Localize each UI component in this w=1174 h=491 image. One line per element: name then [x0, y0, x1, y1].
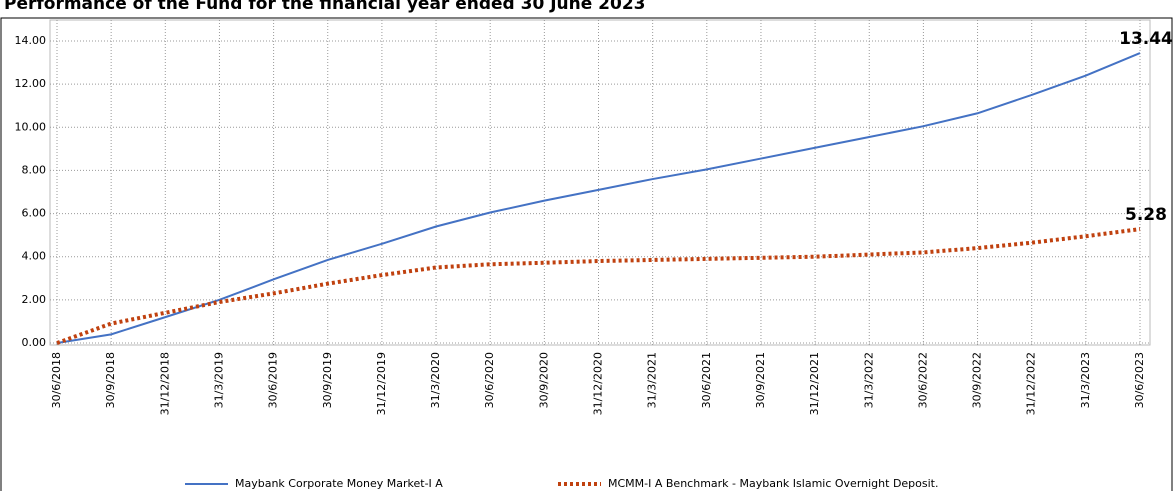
y-tick-label: 4.00: [22, 250, 47, 263]
y-tick-label: 2.00: [22, 293, 47, 306]
legend-label: MCMM-I A Benchmark - Maybank Islamic Ove…: [608, 477, 939, 490]
y-tick-label: 12.00: [15, 77, 47, 90]
x-tick-label: 31/12/2018: [158, 352, 171, 415]
x-tick-label: 30/6/2022: [916, 352, 929, 408]
data-label: 5.28: [1125, 205, 1167, 225]
x-tick-label: 31/12/2021: [808, 352, 821, 415]
legend-label: Maybank Corporate Money Market-I A: [235, 477, 443, 490]
y-tick-label: 10.00: [15, 120, 47, 133]
series-line: [56, 52, 1141, 344]
x-tick-label: 30/6/2023: [1133, 352, 1146, 408]
chart-title: Performance of the Fund for the financia…: [4, 0, 646, 14]
data-label: 13.44: [1119, 29, 1173, 49]
x-tick-label: 31/3/2019: [212, 352, 225, 408]
x-tick-label: 30/6/2019: [267, 352, 280, 408]
x-tick-label: 31/12/2020: [592, 352, 605, 415]
x-tick-label: 30/9/2018: [104, 352, 117, 408]
chart-border: [0, 17, 1173, 491]
x-tick-label: 30/9/2020: [537, 352, 550, 408]
x-tick-label: 31/3/2020: [429, 352, 442, 408]
x-tick-label: 30/6/2018: [50, 352, 63, 408]
y-tick-label: 6.00: [22, 207, 47, 220]
series-line: [56, 227, 1141, 345]
x-tick-label: 31/3/2022: [862, 352, 875, 408]
x-tick-label: 30/9/2019: [321, 352, 334, 408]
x-tick-label: 30/6/2020: [483, 352, 496, 408]
x-tick-label: 31/3/2023: [1079, 352, 1092, 408]
x-tick-label: 31/12/2019: [375, 352, 388, 415]
y-tick-label: 8.00: [22, 163, 47, 176]
x-tick-label: 30/6/2021: [700, 352, 713, 408]
x-tick-label: 30/9/2022: [971, 352, 984, 408]
x-tick-label: 31/3/2021: [646, 352, 659, 408]
plot-frame: [49, 19, 1151, 346]
x-tick-label: 31/12/2022: [1025, 352, 1038, 415]
x-tick-label: 30/9/2021: [754, 352, 767, 408]
y-tick-label: 0.00: [22, 336, 47, 349]
y-tick-label: 14.00: [15, 34, 47, 47]
